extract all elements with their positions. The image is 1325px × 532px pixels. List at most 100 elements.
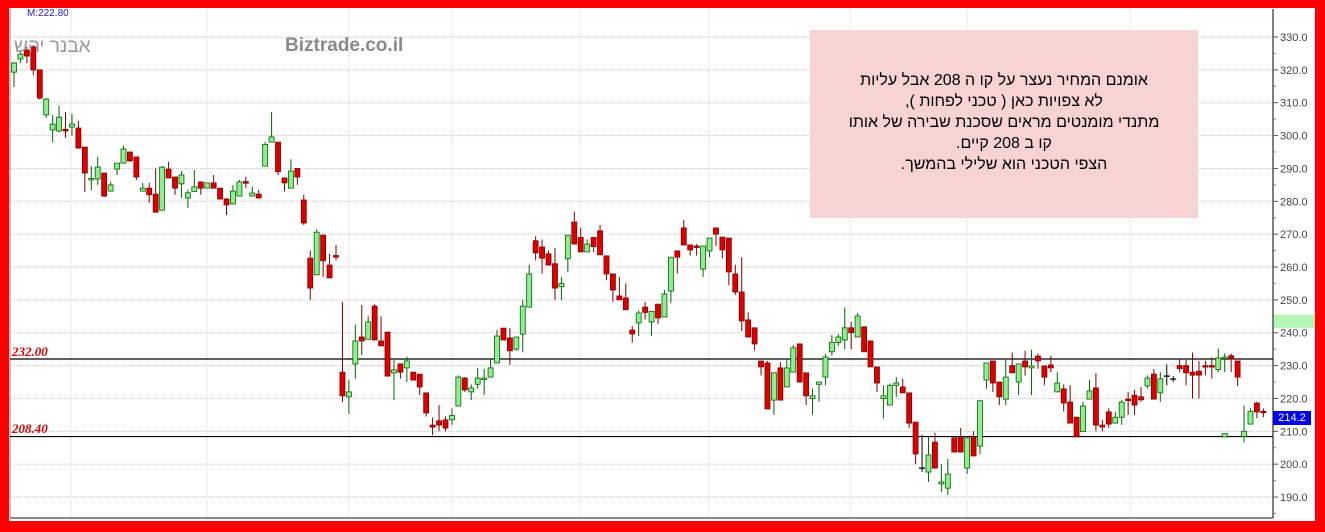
candle xyxy=(1228,353,1235,373)
candle xyxy=(867,340,874,368)
candle-body xyxy=(1189,371,1196,376)
candle xyxy=(1170,376,1177,383)
candle-body xyxy=(210,182,217,189)
candle xyxy=(854,313,861,338)
candle-body xyxy=(481,377,488,380)
y-tick-label: 270.0 xyxy=(1280,229,1308,241)
candle-body xyxy=(101,172,108,197)
candle xyxy=(455,375,462,407)
candle xyxy=(1260,408,1267,418)
candle-body xyxy=(429,424,436,428)
candle-body xyxy=(629,329,636,335)
site-watermark: Biztrade.co.il xyxy=(285,35,404,56)
note-line: קו ב 208 קיים. xyxy=(956,135,1052,152)
candle xyxy=(1189,352,1196,399)
candle xyxy=(378,316,384,347)
candle xyxy=(957,428,964,453)
candle xyxy=(494,330,500,364)
candle xyxy=(655,303,661,324)
candle xyxy=(725,237,732,286)
candle xyxy=(1221,353,1228,373)
candle xyxy=(191,170,198,192)
candle-body xyxy=(564,234,571,260)
candle xyxy=(1060,384,1067,412)
candle xyxy=(281,177,288,192)
candle-body xyxy=(191,186,198,192)
candle xyxy=(178,171,185,199)
candle-body xyxy=(912,421,919,455)
candle xyxy=(719,236,726,259)
candle-body xyxy=(1080,405,1086,433)
candle-body xyxy=(526,273,533,308)
candle-body xyxy=(423,392,430,414)
candle-body xyxy=(307,257,314,289)
candle xyxy=(1247,408,1254,425)
candle-body xyxy=(925,454,932,473)
candle xyxy=(545,250,552,266)
candle-body xyxy=(635,312,642,324)
candle-body xyxy=(616,295,623,301)
candle-body xyxy=(281,177,288,184)
candle-body xyxy=(861,326,867,353)
candle-body xyxy=(693,245,700,248)
candle xyxy=(629,326,636,343)
candle-body xyxy=(455,376,462,407)
candle xyxy=(230,184,236,205)
candle xyxy=(1009,352,1016,374)
candle xyxy=(564,234,571,272)
candle-body xyxy=(1221,356,1228,359)
candle xyxy=(1157,372,1164,402)
candle-body xyxy=(69,123,75,128)
candle xyxy=(1041,365,1048,386)
candle-body xyxy=(713,227,719,235)
candle xyxy=(648,310,655,337)
last-price-tag: 214.2 xyxy=(1273,411,1311,425)
candle-body xyxy=(178,174,185,185)
candle xyxy=(1054,372,1061,393)
candle-body xyxy=(1150,373,1157,400)
candle xyxy=(828,335,835,356)
candle-body xyxy=(771,372,777,401)
y-tick-label: 220.0 xyxy=(1280,393,1308,405)
candle xyxy=(1086,380,1093,400)
candle xyxy=(62,111,69,138)
note-line: לא צפויות כאן ( טכני לפחות ), xyxy=(905,93,1103,110)
candle xyxy=(114,162,120,176)
candle xyxy=(75,121,82,149)
candle xyxy=(777,362,784,401)
candle xyxy=(249,186,256,197)
candle-body xyxy=(403,360,410,369)
candle-body xyxy=(1002,376,1009,400)
candle xyxy=(242,176,249,189)
candle-body xyxy=(1202,365,1209,368)
candle xyxy=(223,198,230,216)
candle-body xyxy=(500,327,507,341)
candle xyxy=(474,367,481,389)
candle xyxy=(745,312,752,338)
candle-body xyxy=(989,360,996,384)
candle xyxy=(1221,433,1228,438)
candle-body xyxy=(223,198,230,206)
candle-body xyxy=(1157,378,1164,394)
candle-body xyxy=(1138,396,1144,401)
candle xyxy=(635,310,642,337)
candle xyxy=(513,336,520,351)
candle-body xyxy=(1093,387,1099,426)
candle-body xyxy=(294,168,301,178)
candle-body xyxy=(146,187,153,196)
candle xyxy=(822,354,829,386)
candle xyxy=(300,194,307,225)
candle-body xyxy=(152,193,159,213)
candle xyxy=(23,46,30,64)
candle-body xyxy=(81,146,88,174)
candle xyxy=(983,362,990,389)
candle xyxy=(552,247,558,300)
candle-body xyxy=(1183,365,1189,374)
candle-body xyxy=(642,306,649,313)
candle-body xyxy=(410,371,417,381)
candle-body xyxy=(1125,398,1132,402)
candle xyxy=(932,432,938,469)
candle xyxy=(172,176,178,195)
candle-body xyxy=(1208,365,1215,368)
candle-body xyxy=(970,436,977,457)
